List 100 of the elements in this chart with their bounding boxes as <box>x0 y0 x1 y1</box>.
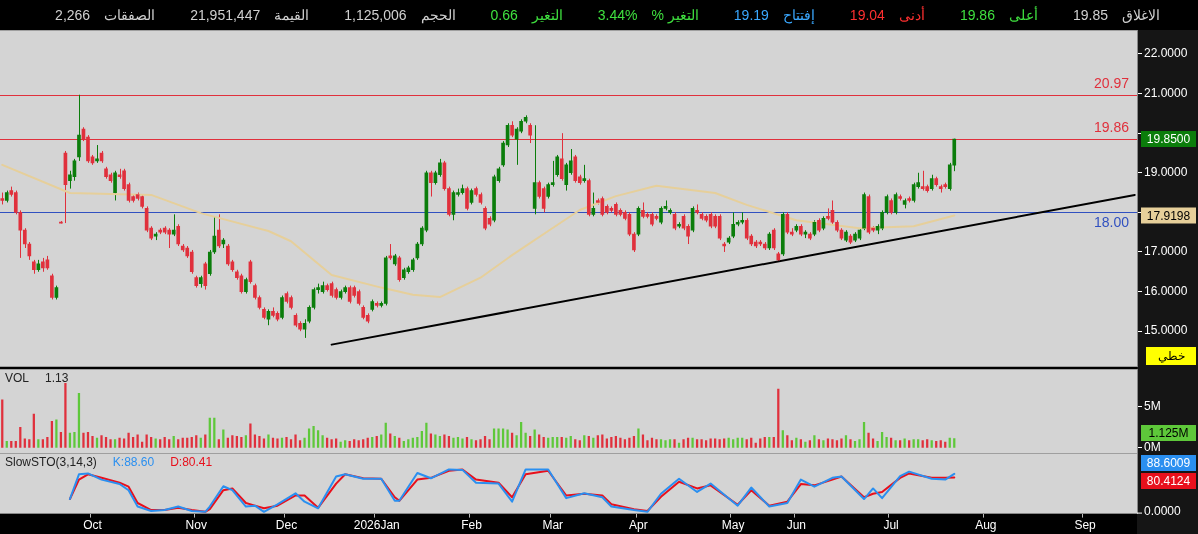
bar <box>682 439 685 448</box>
bar <box>844 435 848 448</box>
x-tick-label: May <box>721 518 745 533</box>
bar <box>781 430 784 448</box>
bar <box>82 432 85 448</box>
bar <box>267 434 270 448</box>
bar <box>899 440 902 448</box>
bar <box>434 434 437 448</box>
bar <box>790 440 793 448</box>
y-tick-label: 22.0000 <box>1144 46 1188 61</box>
ref-line-label: 18.00 <box>1093 214 1130 231</box>
text: 19.85 <box>1072 7 1108 23</box>
bar <box>668 439 672 448</box>
y-tick-label: 21.0000 <box>1144 85 1188 100</box>
text: 17.9198 <box>1146 208 1191 223</box>
bar <box>177 439 180 448</box>
bar <box>353 439 356 448</box>
bar <box>921 440 924 448</box>
bar <box>822 440 825 448</box>
bar <box>73 431 76 448</box>
candlestick <box>189 249 194 275</box>
candlestick <box>731 211 736 239</box>
bar <box>908 440 911 448</box>
bar <box>515 435 518 448</box>
text: 19.86 <box>959 7 995 23</box>
bar <box>583 435 586 448</box>
bar <box>298 440 302 448</box>
bar <box>276 438 279 448</box>
scale-toggle-button: خطي <box>1146 347 1196 365</box>
bar <box>935 441 938 448</box>
bar <box>312 426 315 448</box>
bar <box>204 434 207 448</box>
bar <box>876 441 879 448</box>
bar <box>799 439 802 448</box>
candlestick <box>465 186 469 211</box>
bar <box>745 439 748 448</box>
bar <box>222 429 225 448</box>
bar <box>691 437 694 448</box>
y-tick-label: 19.0000 <box>1144 165 1188 180</box>
bar <box>141 441 144 448</box>
text: الصفقات <box>104 7 156 23</box>
text: 19.8500 <box>1146 132 1191 147</box>
bar <box>840 438 843 448</box>
x-tick-label: Feb <box>461 518 483 533</box>
text: 21,951,447 <box>190 7 261 23</box>
text: التغير <box>531 7 563 23</box>
bar <box>930 440 933 448</box>
text: أعلى <box>1008 7 1038 23</box>
bar <box>578 440 581 448</box>
bar <box>718 439 721 448</box>
text: 3.44% <box>597 7 638 23</box>
bar <box>55 419 58 448</box>
bar <box>253 434 257 448</box>
x-tick-label: Mar <box>542 518 564 533</box>
text: أدنى <box>898 7 925 23</box>
bar <box>168 439 171 448</box>
bar <box>461 438 464 448</box>
bar <box>470 439 473 448</box>
candlestick <box>77 94 81 162</box>
bar <box>619 437 622 448</box>
candlestick <box>50 273 54 300</box>
x-tick-label: Oct <box>83 518 103 533</box>
bar <box>28 439 31 448</box>
bar <box>538 434 541 448</box>
bar <box>804 441 807 448</box>
bar <box>917 439 920 448</box>
text: 80.4124 <box>1146 474 1191 489</box>
bar <box>380 434 383 448</box>
bar <box>497 428 500 448</box>
y-tick-label: 5M <box>1144 398 1161 413</box>
bar <box>939 440 942 448</box>
bar <box>64 382 67 448</box>
bar <box>862 421 866 448</box>
bar <box>655 439 658 448</box>
text: 19.04 <box>849 7 885 23</box>
text: 2,266 <box>55 7 91 23</box>
text: الاغلاق <box>1122 7 1160 23</box>
bar <box>601 434 604 448</box>
text: D:80.41 <box>170 455 213 470</box>
y-tick-label: 17.0000 <box>1144 244 1188 259</box>
bar <box>479 439 482 448</box>
x-tick-label: 2026Jan <box>353 518 400 533</box>
bar <box>113 439 117 448</box>
bar <box>10 441 13 448</box>
bar <box>362 439 365 448</box>
text: الحجم <box>420 7 456 23</box>
bar <box>14 441 17 448</box>
bar <box>659 439 663 448</box>
candlestick <box>785 211 790 235</box>
bar <box>159 439 162 448</box>
bar <box>867 432 870 448</box>
bar <box>673 439 676 448</box>
bar <box>348 441 351 448</box>
candlestick <box>429 170 433 198</box>
bar <box>443 434 446 448</box>
bar <box>596 435 599 448</box>
bar <box>344 440 347 448</box>
candlestick <box>591 192 596 217</box>
y-tick-label: 0M <box>1144 440 1161 455</box>
bar <box>136 434 139 448</box>
